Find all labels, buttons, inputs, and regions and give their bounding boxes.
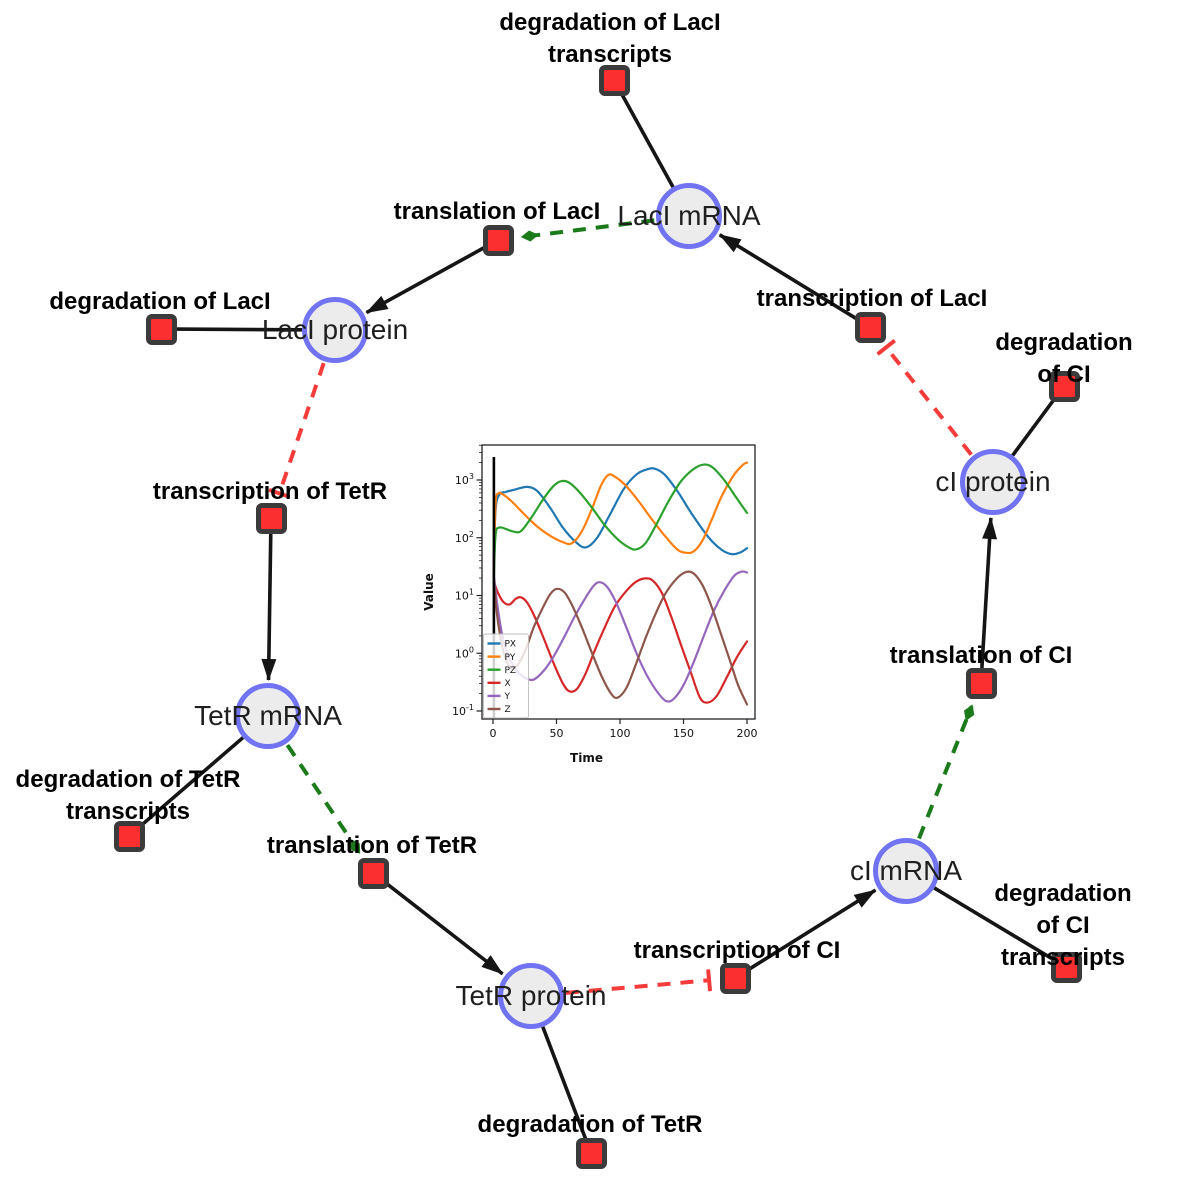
series-Y xyxy=(492,570,749,703)
reaction-deg-laci-transcripts[interactable] xyxy=(598,64,630,96)
reaction-translation-tetr[interactable] xyxy=(357,857,389,889)
edge-translation-tetr-tetr-protein xyxy=(383,880,504,976)
x-axis-label: Time xyxy=(570,751,603,765)
y-tick-label: 10-1 xyxy=(452,703,474,718)
reaction-transcription-tetr[interactable] xyxy=(255,502,287,534)
reaction-deg-ci[interactable] xyxy=(1048,370,1080,402)
reaction-translation-ci[interactable] xyxy=(965,667,997,699)
reaction-deg-ci-transcripts[interactable] xyxy=(1050,951,1082,983)
legend-label-PX: PX xyxy=(505,640,517,650)
edge-transcription-tetr-tetr-mrna xyxy=(261,532,277,682)
species-laci-protein[interactable] xyxy=(302,297,368,363)
y-tick-label: 102 xyxy=(455,530,474,545)
species-ci-mrna[interactable] xyxy=(873,838,939,904)
y-tick-label: 103 xyxy=(455,472,474,487)
reaction-deg-laci[interactable] xyxy=(145,313,177,345)
plot-area xyxy=(492,457,749,719)
x-tick-label: 150 xyxy=(673,727,694,740)
edge-translation-laci-laci-protein xyxy=(365,245,486,315)
edge-ci-protein-transcription-laci xyxy=(876,339,973,456)
timeseries-plot: 0 50 100 150 20010-1100101102103TimeValuePXP… xyxy=(422,444,758,765)
x-tick-label: 0 xyxy=(490,727,497,740)
series-X xyxy=(493,577,749,704)
series-PX xyxy=(492,467,749,570)
edge-ci-mrna-deg-ci-transcripts xyxy=(933,886,1055,961)
reaction-deg-tetr-transcripts[interactable] xyxy=(113,820,145,852)
edge-tetr-mrna-translation-tetr xyxy=(285,743,361,854)
x-tick-label: 50 xyxy=(550,727,564,740)
y-tick-label: 101 xyxy=(455,588,474,603)
species-tetr-protein[interactable] xyxy=(498,963,564,1029)
species-laci-mrna[interactable] xyxy=(656,183,722,249)
edge-ci-mrna-translation-ci xyxy=(917,704,975,840)
edge-laci-mrna-deg-laci-transcripts xyxy=(619,92,675,188)
edge-ci-protein-deg-ci xyxy=(1011,396,1057,457)
legend-label-Z: Z xyxy=(505,705,511,715)
reaction-deg-tetr[interactable] xyxy=(575,1137,607,1169)
legend-label-PY: PY xyxy=(505,653,516,663)
edge-laci-mrna-translation-laci xyxy=(520,218,655,242)
reaction-transcription-ci[interactable] xyxy=(719,962,751,994)
series-PZ xyxy=(492,463,749,587)
edge-translation-ci-ci-protein xyxy=(980,516,998,669)
x-tick-label: 100 xyxy=(610,727,631,740)
species-tetr-mrna[interactable] xyxy=(235,683,301,749)
edge-laci-protein-transcription-tetr xyxy=(268,362,326,499)
reaction-translation-laci[interactable] xyxy=(482,224,514,256)
edge-tetr-mrna-deg-tetr-transcripts xyxy=(139,736,245,828)
edge-transcription-ci-ci-mrna xyxy=(746,888,877,972)
y-tick-label: 100 xyxy=(455,645,474,660)
series-Z xyxy=(492,570,749,706)
axes-frame xyxy=(481,444,756,720)
legend-label-X: X xyxy=(505,679,511,689)
species-ci-protein[interactable] xyxy=(960,449,1026,515)
x-tick-label: 200 xyxy=(737,727,758,740)
legend-label-PZ: PZ xyxy=(505,666,517,676)
y-axis-label: Value xyxy=(422,573,436,611)
edge-laci-protein-deg-laci xyxy=(175,327,303,332)
edge-transcription-laci-laci-mrna xyxy=(718,233,859,321)
edge-tetr-protein-deg-tetr xyxy=(541,1026,588,1140)
series-PY xyxy=(492,461,749,574)
reaction-transcription-laci[interactable] xyxy=(854,311,886,343)
legend: PX PY PZ XYZ xyxy=(483,633,529,719)
edge-tetr-protein-transcription-ci xyxy=(565,969,712,995)
legend-label-Y: Y xyxy=(504,692,511,702)
